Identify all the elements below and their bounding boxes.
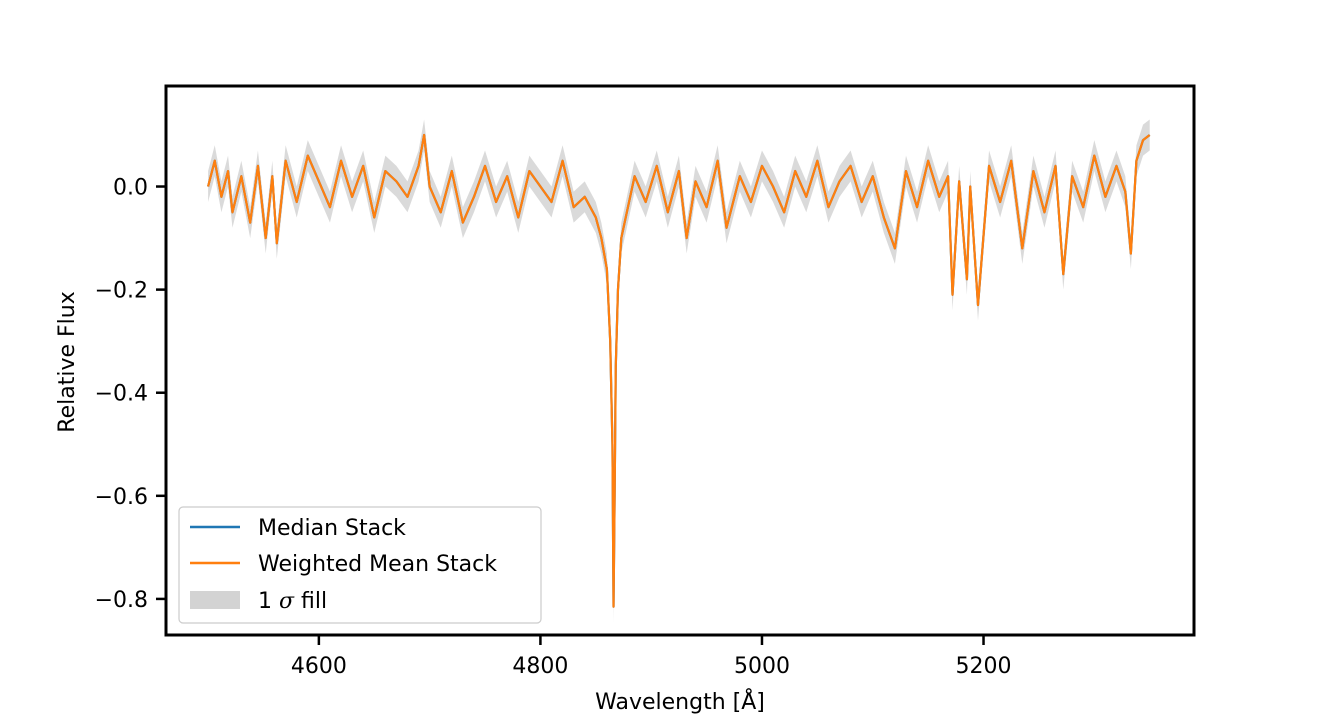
legend-label-sigma-suffix: fill bbox=[294, 589, 327, 614]
legend-label-sigma-symbol: σ bbox=[279, 589, 295, 614]
axes-frame bbox=[164, 84, 1196, 637]
legend-label-median-stack: Median Stack bbox=[258, 516, 406, 541]
y-axis-ticks: 0.0 −0.2 −0.4 −0.6 −0.8 bbox=[95, 176, 166, 613]
y-tick-label: 0.0 bbox=[113, 176, 148, 201]
series-layer bbox=[207, 133, 1151, 608]
legend-swatch-sigma-fill bbox=[190, 591, 240, 609]
legend-box bbox=[178, 506, 542, 624]
y-tick-label: −0.4 bbox=[95, 382, 148, 407]
x-tick-label: 4600 bbox=[291, 654, 347, 679]
series-line-weighted-mean-stack bbox=[207, 133, 1151, 608]
x-tick-label: 5000 bbox=[734, 654, 790, 679]
x-tick-label: 5200 bbox=[956, 654, 1012, 679]
legend-label-weighted-mean-stack: Weighted Mean Stack bbox=[258, 552, 497, 577]
y-tick-label: −0.6 bbox=[95, 485, 148, 510]
y-tick-label: −0.8 bbox=[95, 588, 148, 613]
legend-label-sigma-prefix: 1 bbox=[258, 589, 279, 614]
legend: Median Stack Weighted Mean Stack 1 σ fil… bbox=[178, 506, 542, 624]
x-tick-label: 4800 bbox=[512, 654, 568, 679]
y-axis-label: Relative Flux bbox=[55, 291, 80, 432]
x-axis-ticks: 4600 4800 5000 5200 bbox=[291, 635, 1012, 679]
x-axis-label: Wavelength [Å] bbox=[595, 688, 765, 715]
y-tick-label: −0.2 bbox=[95, 279, 148, 304]
legend-label-sigma-fill: 1 σ fill bbox=[258, 589, 327, 614]
